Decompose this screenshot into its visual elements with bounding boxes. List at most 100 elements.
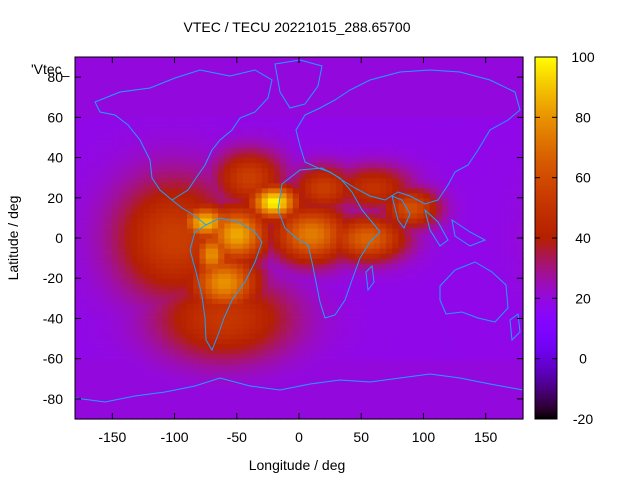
- heatmap-cell: [187, 167, 194, 174]
- heatmap-cell: [193, 142, 201, 149]
- heatmap-cell: [187, 127, 194, 134]
- heatmap-cell: [442, 253, 449, 259]
- heatmap-cell: [274, 117, 281, 123]
- heatmap-cell: [292, 147, 300, 154]
- heatmap-cell: [323, 162, 331, 169]
- heatmap-cell: [292, 348, 300, 355]
- heatmap-cell: [448, 258, 456, 264]
- heatmap-cell: [267, 378, 275, 385]
- heatmap-cell: [404, 187, 412, 194]
- heatmap-cell: [392, 408, 400, 415]
- heatmap-cell: [93, 323, 101, 330]
- heatmap-cell: [87, 167, 95, 174]
- heatmap-cell: [75, 388, 82, 395]
- heatmap-cell: [236, 288, 244, 294]
- heatmap-cell: [193, 248, 201, 254]
- heatmap-cell: [467, 202, 474, 209]
- heatmap-cell: [392, 403, 400, 410]
- heatmap-cell: [491, 202, 499, 209]
- heatmap-cell: [193, 147, 201, 154]
- heatmap-cell: [460, 413, 468, 420]
- heatmap-cell: [330, 97, 337, 103]
- heatmap-cell: [224, 243, 232, 249]
- heatmap-cell: [392, 137, 400, 144]
- heatmap-cell: [211, 212, 219, 219]
- heatmap-cell: [311, 62, 319, 68]
- heatmap-cell: [299, 137, 306, 144]
- heatmap-cell: [317, 413, 325, 420]
- heatmap-cell: [131, 137, 138, 144]
- heatmap-cell: [162, 383, 169, 390]
- heatmap-cell: [355, 343, 362, 350]
- heatmap-cell: [180, 192, 188, 199]
- heatmap-cell: [274, 162, 281, 169]
- heatmap-cell: [155, 97, 163, 103]
- heatmap-cell: [305, 227, 313, 234]
- heatmap-cell: [498, 383, 505, 390]
- heatmap-cell: [292, 197, 300, 204]
- heatmap-cell: [348, 388, 356, 395]
- heatmap-cell: [168, 167, 176, 174]
- heatmap-cell: [305, 248, 313, 254]
- heatmap-cell: [274, 67, 281, 73]
- heatmap-cell: [218, 343, 225, 350]
- heatmap-cell: [373, 87, 381, 93]
- heatmap-cell: [174, 107, 182, 113]
- heatmap-cell: [149, 398, 157, 405]
- heatmap-cell: [454, 328, 462, 335]
- heatmap-cell: [118, 57, 126, 63]
- heatmap-cell: [448, 77, 456, 83]
- heatmap-cell: [87, 348, 95, 355]
- heatmap-cell: [435, 378, 443, 385]
- heatmap-cell: [498, 132, 505, 139]
- heatmap-cell: [454, 107, 462, 113]
- heatmap-cell: [330, 348, 337, 355]
- heatmap-cell: [280, 363, 288, 370]
- heatmap-cell: [230, 102, 238, 108]
- heatmap-cell: [467, 393, 474, 400]
- heatmap-cell: [274, 298, 281, 304]
- heatmap-cell: [187, 227, 194, 234]
- heatmap-cell: [404, 212, 412, 219]
- heatmap-cell: [292, 142, 300, 149]
- heatmap-cell: [398, 253, 406, 259]
- heatmap-cell: [342, 187, 350, 194]
- heatmap-cell: [299, 258, 306, 264]
- heatmap-cell: [255, 172, 263, 179]
- heatmap-cell: [367, 333, 375, 340]
- heatmap-cell: [336, 197, 344, 204]
- heatmap-cell: [473, 243, 481, 249]
- heatmap-cell: [137, 348, 145, 355]
- heatmap-cell: [323, 243, 331, 249]
- heatmap-cell: [218, 293, 225, 299]
- heatmap-cell: [243, 87, 250, 93]
- heatmap-cell: [305, 288, 313, 294]
- heatmap-cell: [392, 232, 400, 239]
- heatmap-cell: [448, 72, 456, 78]
- heatmap-cell: [311, 383, 319, 390]
- heatmap-cell: [162, 348, 169, 355]
- heatmap-cell: [398, 107, 406, 113]
- heatmap-cell: [243, 388, 250, 395]
- heatmap-cell: [261, 278, 269, 284]
- heatmap-cell: [162, 253, 169, 259]
- heatmap-cell: [311, 318, 319, 325]
- heatmap-cell: [81, 398, 89, 405]
- heatmap-cell: [317, 107, 325, 113]
- heatmap-cell: [311, 263, 319, 269]
- heatmap-cell: [429, 182, 437, 189]
- heatmap-cell: [479, 288, 487, 294]
- heatmap-cell: [423, 313, 431, 320]
- heatmap-cell: [348, 117, 356, 123]
- heatmap-cell: [317, 232, 325, 239]
- heatmap-cell: [473, 227, 481, 234]
- heatmap-cell: [255, 182, 263, 189]
- heatmap-cell: [373, 408, 381, 415]
- heatmap-cell: [286, 303, 294, 309]
- heatmap-cell: [355, 408, 362, 415]
- heatmap-cell: [323, 333, 331, 340]
- heatmap-cell: [485, 258, 493, 264]
- heatmap-cell: [498, 318, 505, 325]
- heatmap-cell: [211, 293, 219, 299]
- heatmap-cell: [75, 303, 82, 309]
